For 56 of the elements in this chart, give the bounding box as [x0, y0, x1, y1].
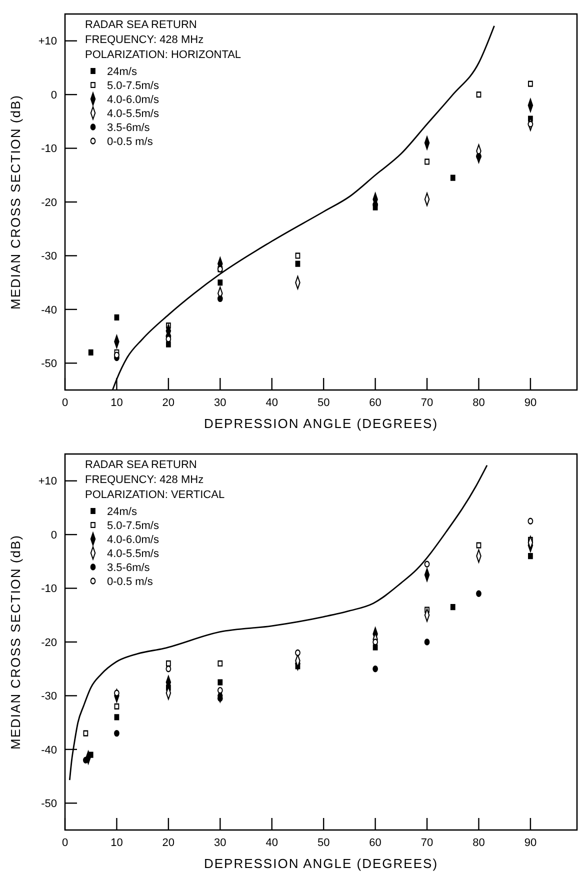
y-tick-label: 0: [50, 89, 57, 102]
legend-label: 5.0-7.5m/s: [107, 520, 160, 532]
y-tick-label: -40: [41, 744, 57, 756]
text: RADAR SEA RETURN: [85, 19, 197, 31]
x-tick-label: 0: [62, 837, 68, 849]
x-tick-label: 40: [266, 837, 278, 849]
y-tick-label: +10: [38, 476, 57, 488]
legend-label: 4.0-6.0m/s: [107, 534, 160, 546]
x-tick-label: 60: [369, 837, 382, 849]
y-tick-label: 0: [50, 529, 57, 542]
legend-label: 0-0.5 m/s: [107, 576, 154, 588]
x-tick-label: 30: [214, 837, 226, 849]
legend-label: 5.0-7.5m/s: [107, 80, 160, 92]
x-tick-label: 0: [62, 397, 68, 409]
x-tick-label: 80: [472, 837, 485, 849]
text: RADAR SEA RETURN: [85, 459, 197, 471]
x-tick-label: 40: [266, 397, 278, 409]
legend-label: 3.5-6m/s: [107, 562, 150, 574]
annotation: POLARIZATION: HORIZONTAL: [85, 49, 242, 61]
y-tick-label: -20: [41, 636, 57, 649]
x-tick-label: 30: [214, 397, 226, 409]
x-tick-label: 20: [162, 397, 175, 409]
legend-label: 0-0.5 m/s: [107, 136, 154, 148]
x-axis-title: DEPRESSION ANGLE (DEGREES): [204, 416, 438, 431]
x-axis-title: DEPRESSION ANGLE (DEGREES): [204, 856, 438, 871]
legend-label: 4.0-5.5m/s: [107, 108, 160, 120]
y-tick-label: -10: [41, 583, 57, 596]
legend-label: 24m/s: [107, 506, 138, 518]
y-axis-title: MEDIAN CROSS SECTION (dB): [8, 94, 23, 310]
y-tick-label: -20: [41, 196, 57, 209]
x-tick-label: 70: [420, 397, 434, 409]
y-tick-label: -30: [41, 250, 57, 263]
x-tick-label: 90: [524, 397, 537, 409]
x-tick-label: 70: [420, 837, 434, 849]
legend-label: 4.0-5.5m/s: [107, 548, 160, 560]
x-tick-label: 90: [524, 837, 537, 849]
y-tick-label: -50: [41, 358, 57, 370]
y-axis-title: MEDIAN CROSS SECTION (dB): [8, 534, 23, 750]
y-tick-label: -40: [41, 304, 57, 316]
y-tick-label: -10: [41, 143, 57, 156]
x-tick-label: 10: [110, 397, 123, 409]
text: FREQUENCY: 428 MHz: [85, 474, 204, 486]
y-tick-label: +10: [38, 36, 57, 48]
x-tick-label: 50: [317, 397, 330, 409]
y-tick-label: -50: [41, 798, 57, 810]
x-tick-label: 20: [162, 837, 175, 849]
x-tick-label: 60: [369, 397, 382, 409]
x-tick-label: 50: [317, 837, 330, 849]
legend-label: 24m/s: [107, 66, 138, 78]
text: FREQUENCY: 428 MHz: [85, 34, 204, 46]
annotation: POLARIZATION: VERTICAL: [85, 489, 225, 501]
legend-label: 3.5-6m/s: [107, 122, 150, 134]
x-tick-label: 80: [472, 397, 485, 409]
y-tick-label: -30: [41, 690, 57, 703]
legend-label: 4.0-6.0m/s: [107, 94, 160, 106]
x-tick-label: 10: [110, 837, 123, 849]
